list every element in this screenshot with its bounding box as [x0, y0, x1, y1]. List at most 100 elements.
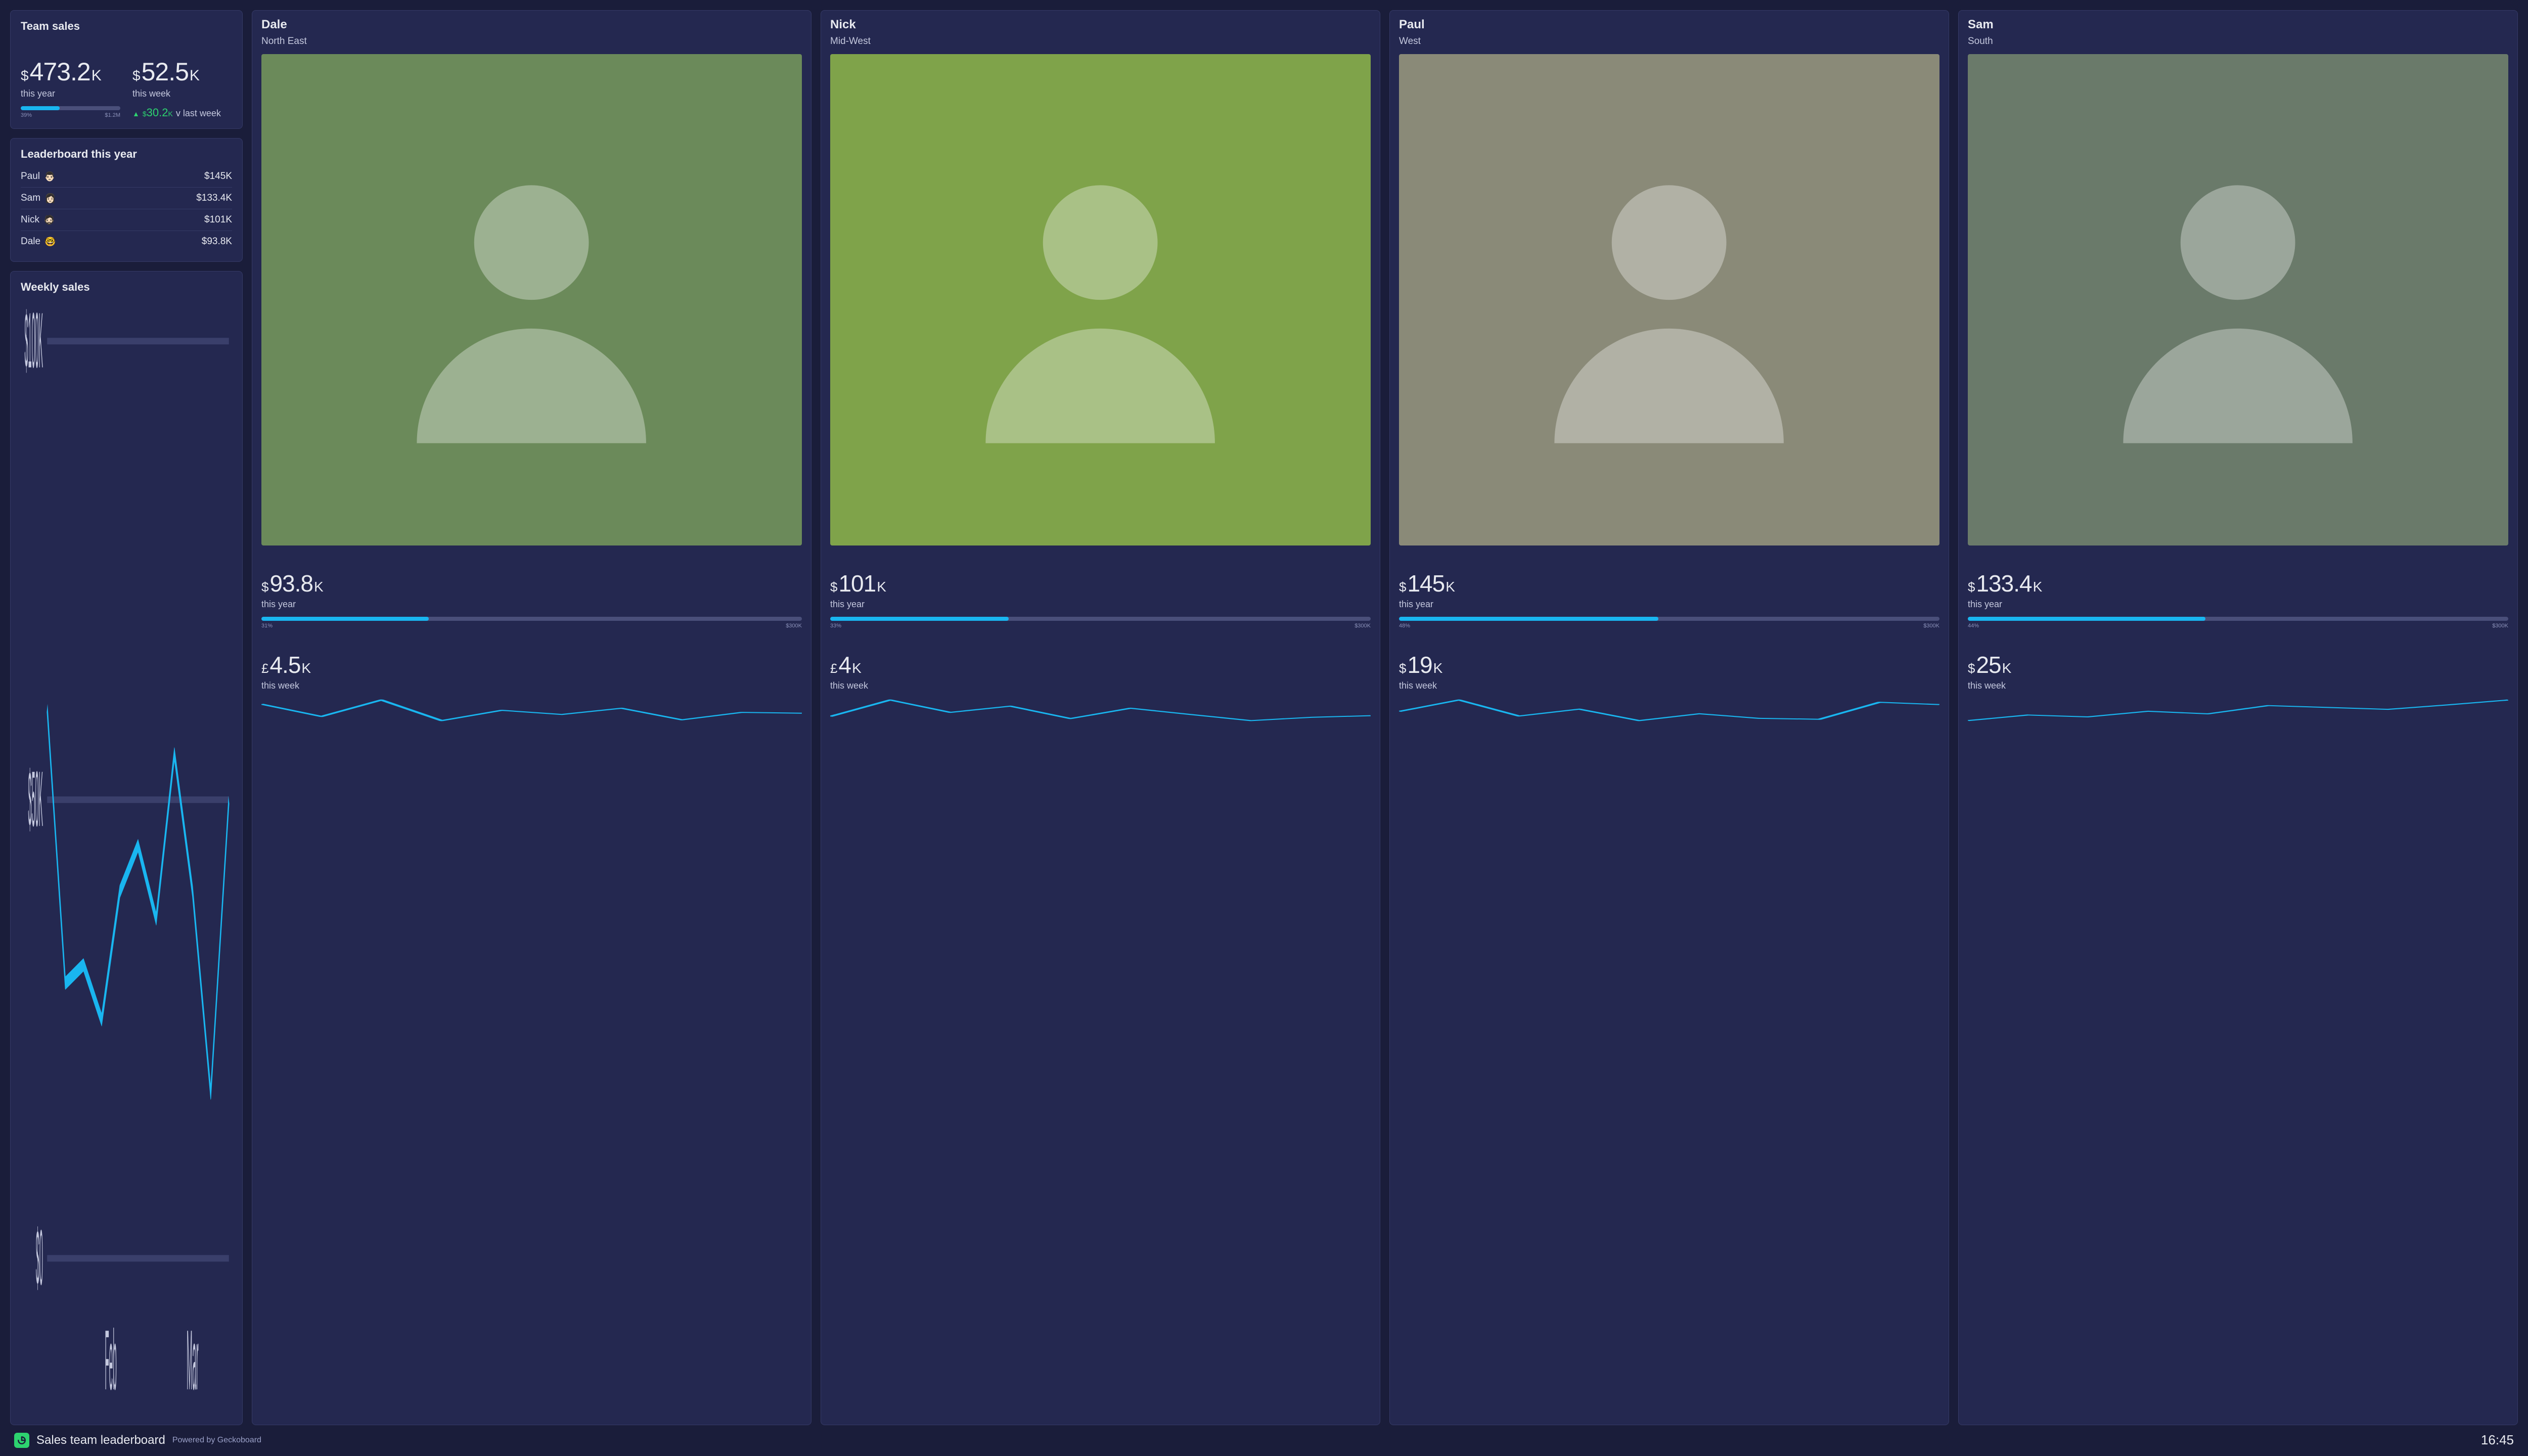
leaderboard-name: Nick🧔🏻	[21, 214, 55, 225]
leaderboard-list: Paul👨🏻$145KSam👩🏻$133.4KNick🧔🏻$101KDale🤓$…	[21, 166, 232, 252]
geckoboard-logo-icon	[14, 1433, 29, 1448]
person-year-progress: 31% $300K	[261, 617, 802, 629]
progress-target: $300K	[2492, 623, 2508, 629]
team-sales-year-label: this year	[21, 88, 120, 99]
person-year-label: this year	[1399, 599, 1939, 610]
progress-meta: 39% $1.2M	[21, 112, 120, 118]
progress-target: $1.2M	[105, 112, 120, 118]
person-region: South	[1968, 36, 2508, 47]
progress-bar	[261, 617, 802, 621]
delta-value: $30.2K	[143, 106, 173, 119]
team-sales-body: $ 473.2 K this year 39% $1.2M	[21, 36, 232, 119]
dashboard-grid: Team sales $ 473.2 K this year	[10, 10, 2518, 1425]
person-sparkline	[830, 698, 1371, 722]
leaderboard-row: Sam👩🏻$133.4K	[21, 188, 232, 209]
person-emoji-icon: 👨🏻	[44, 171, 55, 182]
dashboard: Team sales $ 473.2 K this year	[0, 0, 2528, 1456]
weekly-sales-chart: $100K$50K$0FebMar	[21, 302, 232, 1416]
person-card: NickMid-West$101Kthis year33%$300K£4Kthi…	[821, 10, 1380, 1425]
person-emoji-icon: 🧔🏻	[43, 215, 55, 225]
progress-bar	[830, 617, 1371, 621]
progress-target: $300K	[786, 623, 802, 629]
person-card: DaleNorth East$93.8Kthis year31%$300K£4.…	[252, 10, 811, 1425]
weekly-sales-card: Weekly sales $100K$50K$0FebMar	[10, 271, 243, 1425]
footer: Sales team leaderboard Powered by Geckob…	[10, 1425, 2518, 1456]
leaderboard-value: $145K	[204, 171, 232, 182]
team-sales-week: $ 52.5 K this week ▲ $30.2K v last week	[132, 43, 232, 119]
person-name: Paul	[1399, 18, 1939, 32]
svg-text:Feb: Feb	[105, 1313, 116, 1407]
leaderboard-row: Nick🧔🏻 $101K	[21, 209, 232, 231]
person-name: Nick	[830, 18, 1371, 32]
person-week-label: this week	[1968, 680, 2508, 691]
avatar	[830, 54, 1371, 545]
leaderboard-value: $93.8K	[202, 236, 232, 247]
delta-up-icon: ▲	[132, 110, 140, 118]
svg-text:Mar: Mar	[187, 1313, 198, 1407]
progress-target: $300K	[1355, 623, 1371, 629]
team-sales-year-value: $ 473.2 K	[21, 57, 120, 86]
person-name: Sam	[1968, 18, 2508, 32]
person-emoji-icon: 👩🏻	[44, 193, 56, 204]
progress-fill	[830, 617, 1009, 621]
progress-fill	[1968, 617, 2205, 621]
avatar	[1968, 54, 2508, 545]
progress-pct: 48%	[1399, 623, 1410, 629]
team-sales-card: Team sales $ 473.2 K this year	[10, 10, 243, 129]
progress-meta: 44% $300K	[1968, 623, 2508, 629]
team-sales-week-label: this week	[132, 88, 232, 99]
person-week-stat: $19Kthis week	[1399, 651, 1939, 691]
team-sales-year: $ 473.2 K this year 39% $1.2M	[21, 43, 120, 119]
leaderboard-row: Dale🤓 $93.8K	[21, 231, 232, 252]
person-sparkline	[1399, 698, 1939, 722]
progress-bar	[21, 106, 120, 110]
person-week-stat: £4Kthis week	[830, 651, 1371, 691]
left-column: Team sales $ 473.2 K this year	[10, 10, 243, 1425]
progress-meta: 48% $300K	[1399, 623, 1939, 629]
person-year-stat: $145Kthis year48%$300K	[1399, 570, 1939, 629]
svg-text:$100K: $100K	[25, 302, 43, 384]
person-name: Dale	[261, 18, 802, 32]
team-sales-title: Team sales	[21, 20, 232, 33]
progress-pct: 44%	[1968, 623, 1979, 629]
person-region: Mid-West	[830, 36, 1371, 47]
person-year-progress: 33% $300K	[830, 617, 1371, 629]
person-emoji-icon: 🤓	[44, 237, 56, 247]
footer-title: Sales team leaderboard	[36, 1433, 165, 1447]
person-year-stat: $133.4Kthis year44%$300K	[1968, 570, 2508, 629]
person-sparkline	[1968, 698, 2508, 722]
progress-pct: 31%	[261, 623, 273, 629]
leaderboard-row: Paul👨🏻 $145K	[21, 166, 232, 188]
person-week-label: this week	[261, 680, 802, 691]
leaderboard-value: $133.4K	[196, 193, 232, 204]
progress-target: $300K	[1923, 623, 1939, 629]
leaderboard-value: $101K	[204, 214, 232, 225]
person-year-label: this year	[261, 599, 802, 610]
progress-pct: 33%	[830, 623, 841, 629]
svg-text:$0: $0	[36, 1214, 43, 1301]
person-week-label: this week	[830, 680, 1371, 691]
progress-bar	[1968, 617, 2508, 621]
progress-meta: 31% $300K	[261, 623, 802, 629]
delta-label: v last week	[176, 108, 221, 119]
person-year-stat: $101Kthis year33%$300K	[830, 570, 1371, 629]
leaderboard-card: Leaderboard this year Paul👨🏻$145KSam👩🏻$1…	[10, 138, 243, 262]
person-year-label: this year	[830, 599, 1371, 610]
leaderboard-title: Leaderboard this year	[21, 148, 232, 161]
person-year-progress: 48% $300K	[1399, 617, 1939, 629]
footer-powered: Powered by Geckoboard	[172, 1436, 261, 1445]
person-year-stat: $93.8Kthis year31%$300K	[261, 570, 802, 629]
progress-meta: 33% $300K	[830, 623, 1371, 629]
leaderboard-name: Dale🤓	[21, 236, 56, 247]
avatar	[261, 54, 802, 545]
person-year-progress: 44% $300K	[1968, 617, 2508, 629]
progress-fill	[1399, 617, 1658, 621]
avatar	[1399, 54, 1939, 545]
person-card: PaulWest$145Kthis year48%$300K$19Kthis w…	[1389, 10, 1949, 1425]
team-sales-week-delta: ▲ $30.2K v last week	[132, 106, 232, 119]
weekly-sales-title: Weekly sales	[21, 281, 232, 294]
person-card: SamSouth$133.4Kthis year44%$300K$25Kthis…	[1958, 10, 2518, 1425]
person-week-label: this week	[1399, 680, 1939, 691]
team-sales-week-value: $ 52.5 K	[132, 57, 232, 86]
leaderboard-name: Paul👨🏻	[21, 171, 55, 182]
